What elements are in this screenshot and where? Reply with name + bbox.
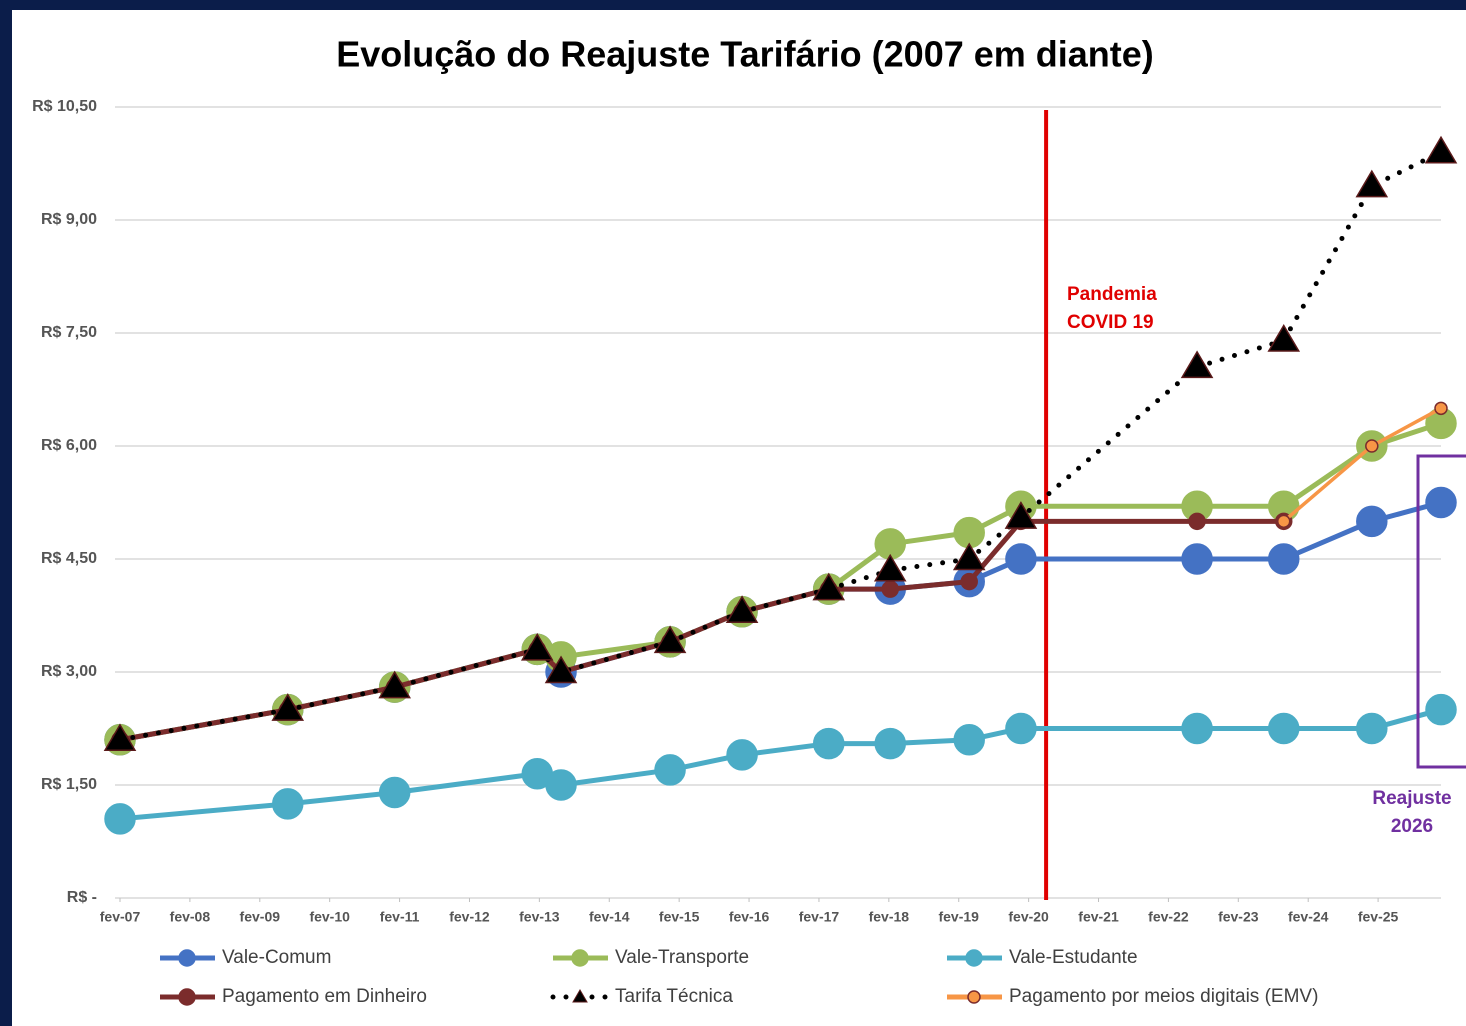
data-point (1188, 512, 1206, 531)
x-tick-label: fev-10 (309, 909, 350, 925)
data-point (1181, 543, 1213, 575)
data-point (960, 572, 978, 591)
y-tick-label: R$ 3,00 (41, 663, 97, 680)
data-point (1425, 486, 1457, 519)
data-point (545, 769, 577, 801)
x-tick-label: fev-11 (380, 909, 420, 925)
data-point (1005, 543, 1037, 575)
legend-item: Vale-Comum (160, 947, 331, 968)
legend-label: Pagamento por meios digitais (EMV) (1009, 986, 1318, 1007)
x-tick-label: fev-08 (170, 909, 211, 925)
legend-item: Pagamento por meios digitais (EMV) (947, 986, 1318, 1007)
x-tick-label: fev-24 (1288, 909, 1329, 925)
data-point (104, 803, 136, 835)
data-point (653, 625, 687, 654)
data-point (1424, 135, 1458, 164)
legend-label: Tarifa Técnica (615, 986, 733, 1007)
legend-marker (572, 989, 588, 1003)
reajuste-label: Reajuste (1372, 788, 1451, 809)
x-tick-label: fev-15 (659, 909, 700, 925)
legend-item: Tarifa Técnica (550, 986, 733, 1007)
x-tick-label: fev-22 (1148, 909, 1189, 925)
data-point (726, 739, 758, 771)
data-point (654, 754, 686, 786)
x-tick-label: fev-16 (729, 909, 770, 925)
legend-label: Vale-Comum (222, 947, 331, 968)
y-tick-label: R$ 1,50 (41, 776, 97, 793)
y-tick-label: R$ 9,00 (41, 211, 97, 228)
chart-background (12, 10, 1466, 1026)
data-point (103, 723, 137, 752)
x-tick-label: fev-21 (1078, 909, 1119, 925)
data-point (544, 655, 578, 684)
data-point (873, 553, 907, 582)
data-point (271, 693, 305, 721)
y-tick-label: R$ 6,00 (41, 437, 97, 454)
legend-marker (571, 949, 589, 967)
legend-marker (965, 949, 983, 967)
data-point (520, 632, 554, 661)
legend-item: Vale-Estudante (947, 947, 1138, 968)
data-point (1004, 501, 1038, 529)
x-tick-label: fev-12 (449, 909, 490, 925)
data-point (874, 727, 906, 760)
data-point (812, 727, 845, 760)
data-point (1267, 543, 1300, 575)
legend-item: Pagamento em Dinheiro (160, 986, 427, 1007)
covid-label: COVID 19 (1067, 312, 1154, 333)
y-tick-label: R$ - (67, 889, 97, 906)
legend-marker (967, 990, 981, 1004)
data-point (1356, 712, 1388, 745)
data-point (1180, 350, 1214, 379)
x-tick-label: fev-14 (589, 909, 630, 925)
data-point (1005, 712, 1037, 745)
data-point (1355, 169, 1389, 198)
data-point (1365, 439, 1379, 453)
data-point (1276, 514, 1291, 529)
data-point (812, 572, 846, 601)
legend-label: Pagamento em Dinheiro (222, 986, 427, 1007)
x-tick-label: fev-18 (869, 909, 910, 925)
legend-marker (178, 988, 196, 1006)
data-point (725, 595, 759, 623)
data-point (271, 788, 304, 820)
legend-marker (178, 949, 196, 967)
data-point (1356, 505, 1388, 538)
x-tick-label: fev-07 (100, 909, 141, 925)
data-point (1434, 401, 1448, 416)
x-tick-label: fev-20 (1008, 909, 1049, 925)
data-point (953, 724, 985, 756)
data-point (1181, 712, 1213, 745)
x-tick-label: fev-17 (799, 909, 840, 925)
legend-label: Vale-Transporte (615, 947, 749, 968)
y-tick-label: R$ 7,50 (41, 324, 97, 341)
x-tick-label: fev-25 (1358, 909, 1399, 925)
data-point (1267, 324, 1301, 352)
chart-title: Evolução do Reajuste Tarifário (2007 em … (336, 34, 1154, 75)
covid-label: Pandemia (1067, 284, 1157, 305)
data-point (1267, 712, 1300, 745)
legend-item: Vale-Transporte (553, 947, 749, 968)
y-tick-label: R$ 10,50 (32, 98, 97, 115)
x-tick-label: fev-13 (519, 909, 560, 925)
data-point (881, 580, 899, 598)
x-tick-label: fev-23 (1218, 909, 1259, 925)
data-point (1425, 693, 1457, 726)
data-point (378, 776, 411, 809)
reajuste-label: 2026 (1391, 816, 1433, 837)
legend-label: Vale-Estudante (1009, 947, 1138, 968)
x-tick-label: fev-09 (240, 909, 281, 925)
data-point (378, 670, 411, 699)
reajuste-box (1416, 454, 1466, 769)
data-point (952, 542, 986, 571)
x-tick-label: fev-19 (938, 909, 979, 925)
y-tick-label: R$ 4,50 (41, 550, 97, 567)
